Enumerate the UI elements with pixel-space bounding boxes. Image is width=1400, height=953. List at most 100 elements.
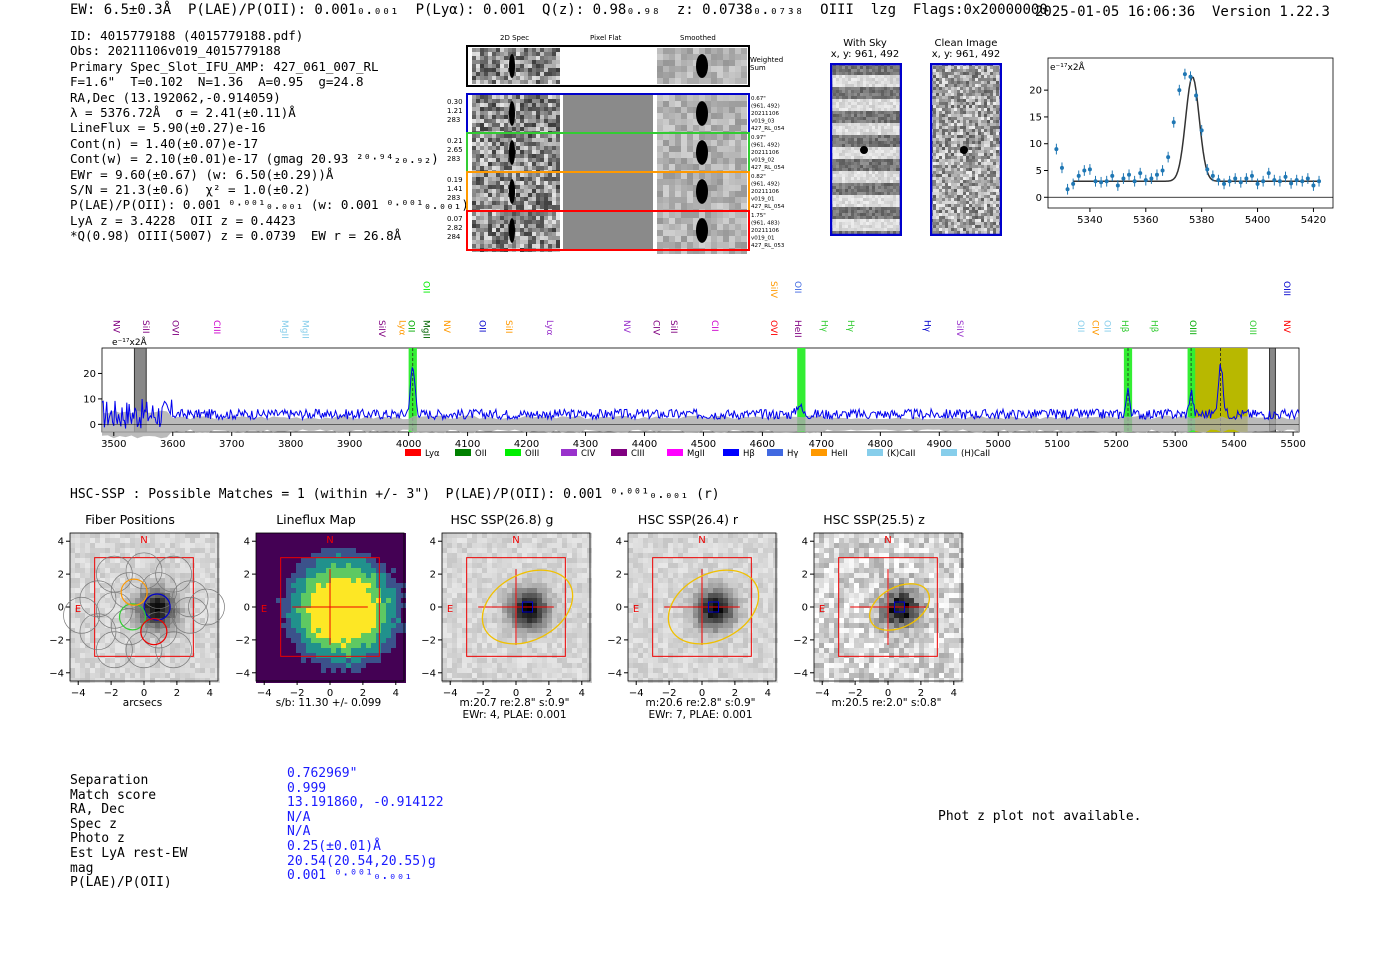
image-pixel bbox=[165, 648, 170, 653]
image-pixel bbox=[336, 583, 341, 588]
sky-pixel bbox=[893, 198, 896, 201]
image-pixel bbox=[386, 608, 391, 613]
sky-pixel bbox=[975, 138, 978, 141]
image-pixel bbox=[155, 543, 160, 548]
sky-pixel bbox=[975, 72, 978, 75]
image-pixel bbox=[100, 658, 105, 663]
sky-pixel bbox=[893, 102, 896, 105]
sky-pixel bbox=[872, 186, 875, 189]
image-pixel bbox=[95, 673, 100, 678]
fiber-circle bbox=[171, 580, 209, 618]
sky-pixel bbox=[954, 78, 957, 81]
image-pixel bbox=[185, 633, 190, 638]
sky-pixel bbox=[875, 141, 878, 144]
sky-pixel bbox=[960, 201, 963, 204]
data-point bbox=[1311, 183, 1316, 188]
sky-pixel bbox=[954, 75, 957, 78]
image-pixel bbox=[95, 648, 100, 653]
sky-pixel bbox=[845, 156, 848, 159]
sky-pixel bbox=[966, 153, 969, 156]
image-pixel bbox=[276, 558, 281, 563]
sky-pixel bbox=[872, 216, 875, 219]
sky-pixel bbox=[857, 126, 860, 129]
sky-pixel bbox=[833, 222, 836, 225]
sky-pixel bbox=[978, 156, 981, 159]
image-pixel bbox=[120, 613, 125, 618]
sky-pixel bbox=[945, 225, 948, 228]
sky-pixel bbox=[857, 81, 860, 84]
sky-pixel bbox=[839, 96, 842, 99]
sky-pixel bbox=[936, 81, 939, 84]
image-pixel bbox=[110, 603, 115, 608]
image-pixel bbox=[356, 658, 361, 663]
sky-pixel bbox=[845, 66, 848, 69]
x-tick-label: 4 bbox=[393, 688, 399, 699]
image-pixel bbox=[165, 553, 170, 558]
image-pixel bbox=[75, 653, 80, 658]
sky-pixel bbox=[842, 177, 845, 180]
image-pixel bbox=[391, 663, 396, 668]
sky-pixel bbox=[945, 123, 948, 126]
sky-pixel bbox=[975, 210, 978, 213]
image-pixel bbox=[376, 603, 381, 608]
sky-pixel bbox=[969, 81, 972, 84]
sky-pixel bbox=[948, 180, 951, 183]
sky-pixel bbox=[972, 66, 975, 69]
image-pixel bbox=[110, 583, 115, 588]
sky-pixel bbox=[890, 177, 893, 180]
image-pixel bbox=[306, 668, 311, 673]
image-pixel bbox=[150, 638, 155, 643]
sky-pixel bbox=[966, 90, 969, 93]
image-pixel bbox=[271, 668, 276, 673]
sky-pixel bbox=[951, 162, 954, 165]
sky-pixel bbox=[948, 75, 951, 78]
sky-pixel bbox=[839, 156, 842, 159]
image-pixel bbox=[381, 673, 386, 678]
sky-pixel bbox=[836, 216, 839, 219]
sky-pixel bbox=[996, 168, 999, 171]
image-pixel bbox=[376, 538, 381, 543]
image-pixel bbox=[381, 668, 386, 673]
sky-pixel bbox=[942, 213, 945, 216]
image-pixel bbox=[205, 603, 210, 608]
data-point bbox=[1154, 172, 1159, 177]
sky-pixel bbox=[966, 141, 969, 144]
sky-pixel bbox=[878, 150, 881, 153]
image-pixel bbox=[381, 628, 386, 633]
sky-pixel bbox=[975, 141, 978, 144]
sky-pixel bbox=[884, 108, 887, 111]
x-tick-label: 5340 bbox=[1077, 215, 1102, 226]
sky-pixel bbox=[869, 120, 872, 123]
image-pixel bbox=[175, 573, 180, 578]
sky-pixel bbox=[987, 78, 990, 81]
image-pixel bbox=[170, 648, 175, 653]
sky-pixel bbox=[893, 180, 896, 183]
sky-pixel bbox=[836, 81, 839, 84]
sky-pixel bbox=[848, 195, 851, 198]
sky-pixel bbox=[933, 165, 936, 168]
sky-pixel bbox=[957, 219, 960, 222]
sky-pixel bbox=[945, 69, 948, 72]
image-pixel bbox=[130, 543, 135, 548]
cutout-right-label: 1.75" bbox=[751, 213, 766, 219]
image-pixel bbox=[105, 548, 110, 553]
image-pixel bbox=[396, 638, 401, 643]
sky-pixel bbox=[978, 123, 981, 126]
image-pixel bbox=[276, 598, 281, 603]
sky-pixel bbox=[881, 189, 884, 192]
col-title-pixelflat: Pixel Flat bbox=[590, 34, 622, 42]
sky-pixel bbox=[984, 207, 987, 210]
image-pixel bbox=[356, 663, 361, 668]
sky-pixel bbox=[951, 99, 954, 102]
sky-pixel bbox=[966, 213, 969, 216]
sky-pixel bbox=[842, 210, 845, 213]
image-pixel bbox=[105, 678, 110, 683]
image-pixel bbox=[371, 658, 376, 663]
sky-pixel bbox=[936, 183, 939, 186]
sky-pixel bbox=[833, 201, 836, 204]
image-pixel bbox=[266, 658, 271, 663]
sky-pixel bbox=[960, 210, 963, 213]
sky-pixel bbox=[933, 141, 936, 144]
image-pixel bbox=[346, 613, 351, 618]
sky-pixel bbox=[960, 132, 963, 135]
